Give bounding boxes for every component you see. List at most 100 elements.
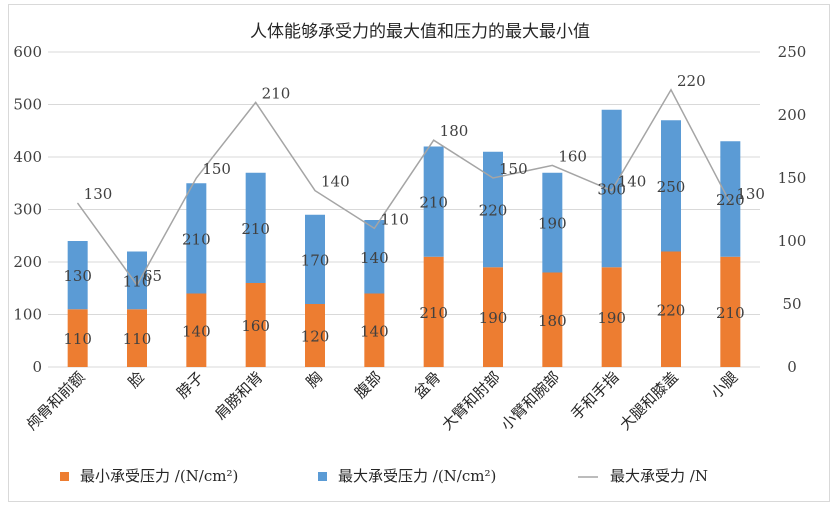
left-tick-label: 500	[13, 96, 42, 114]
category-label: 肩膀和背	[211, 368, 266, 423]
min-pressure-label: 190	[479, 309, 508, 327]
right-tick-label: 100	[778, 232, 807, 250]
min-pressure-label: 190	[597, 309, 626, 327]
max-force-point	[433, 139, 435, 141]
max-force-label: 130	[736, 185, 765, 203]
max-force-line	[77, 88, 731, 287]
bar-min-pressure	[67, 309, 88, 367]
category-label: 脖子	[173, 368, 207, 402]
left-tick-label: 200	[13, 253, 42, 271]
bar-min-pressure	[661, 251, 681, 367]
left-tick-label: 100	[13, 306, 42, 324]
max-force-label: 150	[202, 160, 231, 178]
category-label: 手和手指	[567, 368, 622, 423]
max-force-label: 180	[440, 122, 469, 140]
bar-max-pressure	[67, 241, 88, 310]
max-force-point	[492, 177, 494, 179]
left-axis: 0 100 200 300 400 500 600	[13, 43, 42, 376]
max-force-point	[77, 202, 79, 204]
right-tick-label: 250	[778, 43, 807, 61]
data-labels: 110 130 110 110 140 210 160 210 120 170 140 140 210 2…	[63, 72, 765, 348]
bar-max-pressure	[720, 141, 741, 257]
bar-max-pressure	[483, 151, 503, 268]
bar-max-pressure	[423, 146, 444, 257]
category-label: 颅骨和前额	[23, 368, 89, 434]
left-tick-label: 400	[13, 148, 42, 166]
left-tick-label: 0	[32, 358, 42, 376]
bar-min-pressure	[601, 267, 622, 367]
max-force-label: 140	[618, 173, 647, 191]
bar-min-pressure	[542, 272, 563, 367]
max-force-label: 150	[499, 160, 528, 178]
max-force-point	[670, 89, 672, 91]
bar-min-pressure	[423, 256, 444, 367]
min-pressure-label: 120	[301, 328, 330, 346]
max-pressure-label: 220	[479, 202, 508, 220]
legend-swatch-max-pressure	[318, 472, 327, 481]
bar-min-pressure	[186, 293, 207, 367]
category-label: 腹部	[351, 368, 385, 402]
chart-title: 人体能够承受力的最大值和压力的最大最小值	[250, 22, 590, 42]
chart-frame	[8, 4, 830, 502]
max-pressure-label: 210	[419, 194, 448, 212]
bar-max-pressure	[661, 120, 681, 252]
min-pressure-label: 220	[657, 301, 686, 319]
bar-max-pressure	[245, 172, 266, 283]
gridlines	[48, 51, 760, 368]
max-pressure-label: 210	[182, 230, 211, 248]
right-tick-label: 50	[782, 295, 801, 313]
category-label: 盆骨	[411, 368, 445, 402]
bar-max-pressure	[542, 172, 563, 273]
legend-label-max-pressure: 最大承受压力 /(N/cm²)	[338, 467, 496, 485]
line-series	[77, 88, 731, 287]
min-pressure-label: 210	[716, 304, 745, 322]
category-label: 小臂和腕部	[497, 368, 563, 434]
max-force-label: 210	[262, 84, 291, 102]
min-pressure-label: 210	[419, 304, 448, 322]
category-label: 小腿	[707, 368, 741, 402]
min-pressure-label: 140	[360, 322, 389, 340]
bar-max-pressure	[364, 220, 385, 294]
legend-swatch-min-pressure	[60, 472, 69, 481]
min-pressure-label: 180	[538, 312, 567, 330]
category-label: 胸	[302, 368, 325, 391]
bar-min-pressure	[305, 304, 325, 367]
legend: 最小承受压力 /(N/cm²) 最大承受压力 /(N/cm²) 最大承受力 /N	[60, 467, 708, 485]
max-pressure-label: 300	[597, 181, 626, 199]
bar-max-pressure	[601, 109, 622, 268]
right-axis: 0 50 100 150 200 250	[778, 43, 807, 376]
max-pressure-label: 210	[241, 220, 270, 238]
max-force-label: 140	[321, 173, 350, 191]
bar-min-pressure	[720, 256, 741, 367]
right-tick-label: 150	[778, 169, 807, 187]
min-pressure-label: 110	[63, 330, 92, 348]
max-pressure-label: 140	[360, 249, 389, 267]
bar-max-pressure	[186, 183, 207, 294]
bar-min-pressure	[483, 267, 503, 367]
max-pressure-label: 190	[538, 215, 567, 233]
max-force-label: 220	[677, 72, 706, 90]
legend-label-max-force: 最大承受力 /N	[610, 467, 708, 485]
category-label: 大臂和肘部	[438, 368, 504, 434]
legend-label-min-pressure: 最小承受压力 /(N/cm²)	[80, 467, 238, 485]
bar-min-pressure	[364, 293, 385, 367]
max-force-point	[373, 227, 375, 229]
max-force-label: 160	[558, 147, 587, 165]
max-force-point	[195, 177, 197, 179]
max-force-label: 130	[84, 185, 113, 203]
category-label: 大腿和膝盖	[616, 368, 682, 434]
bar-max-pressure	[127, 251, 147, 310]
max-force-point	[551, 164, 553, 166]
min-pressure-label: 110	[123, 330, 152, 348]
max-pressure-label: 170	[301, 251, 330, 269]
max-pressure-label: 250	[657, 178, 686, 196]
max-pressure-label: 220	[716, 191, 745, 209]
max-force-label: 65	[143, 267, 162, 285]
right-tick-label: 200	[778, 106, 807, 124]
right-tick-label: 0	[787, 358, 797, 376]
max-force-point	[611, 190, 613, 192]
left-tick-label: 600	[13, 43, 42, 61]
bar-min-pressure	[245, 283, 266, 367]
